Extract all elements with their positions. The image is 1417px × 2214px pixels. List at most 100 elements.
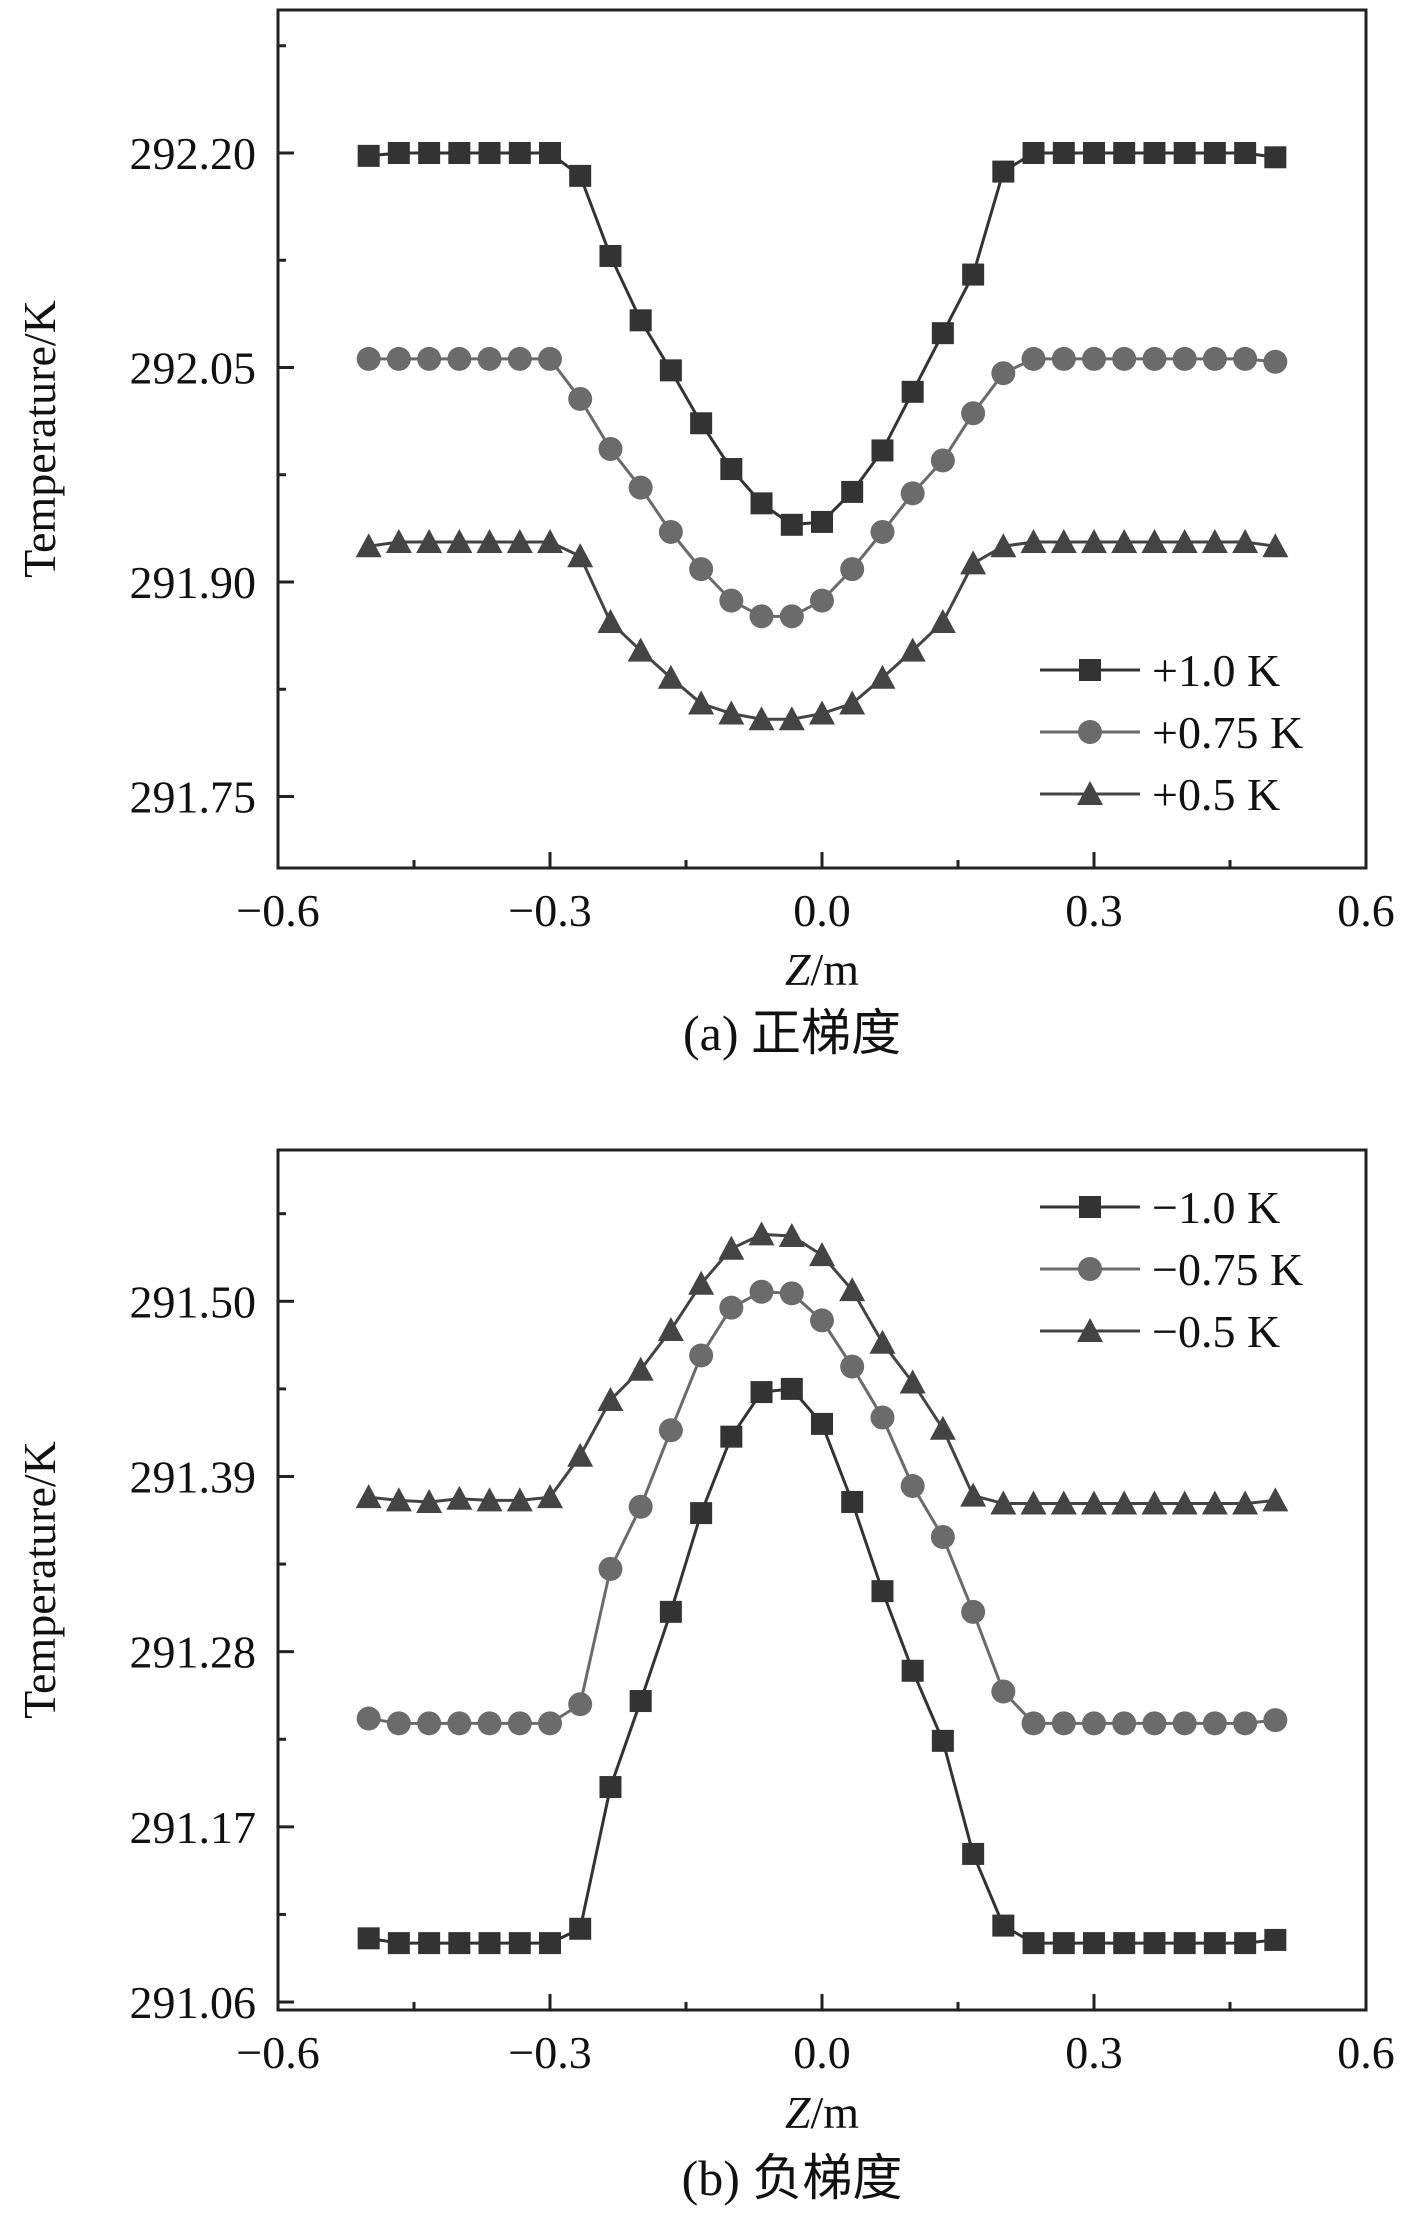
data-point — [1203, 142, 1226, 164]
chart-panel-b: −0.6 −0.3 0.0 0.3 0.6 291.06 291.17 291.28 291.3… — [14, 1148, 1395, 2206]
data-point — [839, 690, 866, 715]
data-point — [1051, 346, 1076, 371]
data-point — [1111, 528, 1138, 553]
data-point — [538, 346, 562, 371]
y-axis-title: Temperature/K — [14, 1441, 65, 1719]
data-point — [357, 1927, 380, 1950]
data-point — [991, 1679, 1016, 1704]
data-point — [569, 1917, 592, 1940]
x-tick-label: −0.3 — [508, 2027, 591, 2078]
data-point — [1172, 346, 1197, 371]
data-point — [1201, 1490, 1228, 1515]
legend-marker — [1078, 1257, 1102, 1281]
data-point — [719, 588, 744, 613]
data-point — [446, 1485, 473, 1510]
data-point — [1171, 1490, 1198, 1515]
data-point — [476, 1487, 503, 1512]
legend-marker — [1079, 659, 1101, 681]
data-point — [901, 380, 924, 403]
legend-label: −0.5 K — [1152, 1306, 1280, 1357]
series-triangle — [355, 1221, 1289, 1515]
data-point — [841, 1490, 864, 1513]
data-point — [990, 533, 1017, 558]
legend-marker — [1079, 1196, 1101, 1218]
series-triangle — [355, 528, 1289, 731]
data-point — [869, 664, 896, 689]
y-tick-label: 291.90 — [130, 557, 257, 608]
data-point — [628, 1494, 653, 1519]
data-point — [1051, 1711, 1076, 1736]
data-point — [1052, 142, 1075, 164]
data-point — [870, 519, 895, 544]
data-point — [930, 448, 955, 473]
x-axis-variable: Z — [785, 944, 811, 995]
y-tick-label: 291.06 — [130, 1977, 257, 2028]
legend-label: +0.75 K — [1152, 707, 1303, 758]
data-point — [507, 1711, 532, 1736]
x-tick-label: 0.3 — [1065, 885, 1123, 936]
data-point — [1263, 1708, 1288, 1733]
x-tick-label: 0.6 — [1337, 885, 1395, 936]
data-point — [476, 528, 503, 553]
data-point — [417, 1711, 442, 1736]
data-point — [1172, 1711, 1197, 1736]
data-point — [810, 1308, 834, 1333]
data-point — [659, 359, 682, 382]
legend-label: +0.5 K — [1152, 769, 1280, 820]
data-point — [416, 1488, 443, 1513]
data-point — [1143, 142, 1166, 164]
data-point — [446, 528, 473, 553]
legend-entry: +0.5 K — [1040, 769, 1280, 820]
data-point — [690, 1502, 713, 1525]
y-tick-label: 291.75 — [130, 772, 257, 823]
legend-marker — [1078, 720, 1102, 744]
data-point — [1143, 1932, 1166, 1955]
data-point — [355, 533, 382, 558]
data-point — [537, 1484, 563, 1509]
data-point — [870, 1405, 895, 1430]
data-point — [1203, 1932, 1226, 1955]
data-point — [1081, 528, 1107, 553]
data-point — [1111, 1490, 1138, 1515]
data-point — [841, 480, 864, 503]
data-point — [599, 1776, 622, 1799]
series-circle — [356, 1279, 1288, 1736]
data-point — [1234, 1932, 1257, 1955]
x-tick-label: 0.0 — [793, 885, 851, 936]
data-point — [1050, 528, 1077, 553]
data-point — [447, 1711, 472, 1736]
legend-label: +1.0 K — [1152, 645, 1280, 696]
data-point — [750, 1381, 773, 1404]
legend-entry: −1.0 K — [1040, 1182, 1280, 1233]
data-point — [1021, 346, 1046, 371]
data-point — [1020, 1490, 1047, 1515]
data-point — [931, 322, 954, 345]
data-point — [778, 1223, 805, 1247]
data-point — [1232, 528, 1259, 553]
data-point — [961, 1599, 986, 1624]
data-point — [1113, 142, 1136, 164]
x-axis-title: Z/m — [785, 2087, 859, 2138]
data-point — [658, 519, 683, 544]
data-point — [627, 637, 654, 662]
data-point — [960, 550, 987, 575]
data-point — [386, 346, 411, 371]
data-point — [567, 543, 594, 568]
data-point — [899, 1369, 926, 1394]
legend-label: −0.75 K — [1152, 1244, 1303, 1295]
data-point — [1142, 346, 1167, 371]
data-point — [901, 1659, 924, 1682]
data-point — [416, 528, 443, 553]
data-point — [1233, 1711, 1258, 1736]
data-point — [1202, 346, 1227, 371]
data-point — [929, 609, 956, 634]
y-tick-label: 292.20 — [130, 128, 257, 179]
data-point — [1082, 346, 1106, 371]
data-point — [629, 1690, 652, 1713]
data-point — [657, 664, 684, 689]
data-point — [900, 481, 925, 506]
legend-label: −1.0 K — [1152, 1182, 1280, 1233]
data-point — [809, 1242, 835, 1267]
series-line — [368, 1232, 1276, 1506]
data-point — [1263, 349, 1288, 374]
